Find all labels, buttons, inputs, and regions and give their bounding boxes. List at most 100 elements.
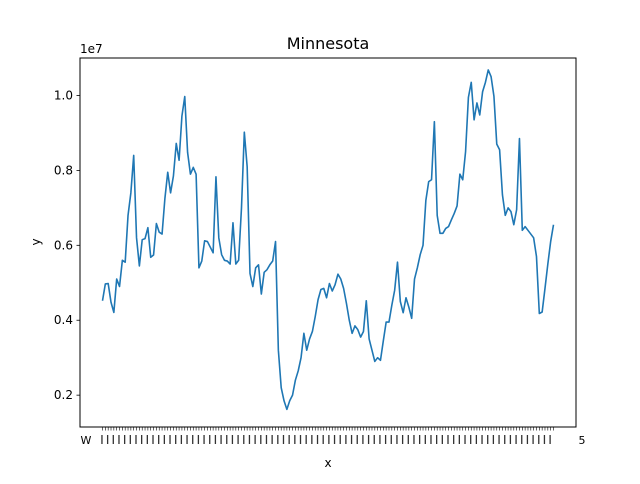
x-tick-label-glyph xyxy=(129,435,131,444)
plot-area xyxy=(101,69,555,411)
x-tick-label-glyph xyxy=(436,435,438,444)
x-tick-label-glyph xyxy=(498,435,500,444)
x-tick-label-glyph xyxy=(294,435,296,444)
x-tick-label-glyph xyxy=(169,435,171,444)
x-tick-label-glyph xyxy=(345,435,347,444)
x-tick-label-glyph xyxy=(158,435,160,444)
series-line xyxy=(101,69,555,411)
y-tick-label: 0.2 xyxy=(54,388,73,402)
x-tick-label-glyph xyxy=(543,435,546,444)
x-tick-label-glyph xyxy=(549,435,551,444)
axes-frame xyxy=(79,57,577,428)
x-tick-label-band xyxy=(101,435,551,444)
x-tick-label-glyph xyxy=(322,435,324,444)
x-tick-label-glyph xyxy=(243,435,245,444)
x-tick-label-glyph xyxy=(282,435,285,444)
x-tick-label-glyph xyxy=(464,435,466,444)
x-tick-label-glyph xyxy=(333,435,336,444)
x-tick-label-glyph xyxy=(231,435,234,444)
y-tick-label: 0.6 xyxy=(54,238,73,252)
x-tick-label-glyph xyxy=(526,435,529,444)
x-tick-label-glyph xyxy=(123,435,126,444)
x-tick-label-glyph xyxy=(407,435,409,444)
x-tick-label-glyph xyxy=(475,435,478,444)
x-tick-label-glyph xyxy=(152,435,154,444)
x-tick-label-glyph xyxy=(305,435,307,444)
x-tick-label-glyph xyxy=(356,435,358,444)
x-tick-label-glyph xyxy=(492,435,495,444)
x-tick-label-glyph xyxy=(362,435,364,444)
x-tick-label-glyph xyxy=(146,435,148,444)
x-tick-label-glyph xyxy=(118,435,120,444)
x-tick-label-glyph xyxy=(106,435,109,444)
y-tick-label: 0.8 xyxy=(54,163,73,177)
x-tick-label-glyph xyxy=(379,435,381,444)
x-tick-label-glyph xyxy=(401,435,404,444)
x-tick-label-glyph xyxy=(504,435,506,444)
x-tick-label-glyph xyxy=(112,435,114,444)
x-tick-label-glyph xyxy=(515,435,517,444)
x-tick-label-glyph xyxy=(299,435,302,444)
x-tick-label-first: W xyxy=(81,434,92,447)
x-tick-label-glyph xyxy=(470,435,472,444)
x-tick-label-glyph xyxy=(339,435,341,444)
x-tick-label-glyph xyxy=(487,435,489,444)
y-tick-label: 1.0 xyxy=(54,88,73,102)
x-tick-label-glyph xyxy=(135,435,137,444)
x-tick-label-glyph xyxy=(521,435,523,444)
x-tick-label-glyph xyxy=(481,435,483,444)
x-tick-label-glyph xyxy=(350,435,353,444)
x-tick-label-glyph xyxy=(441,435,443,444)
x-tick-label-glyph xyxy=(141,435,143,444)
x-tick-label-glyph xyxy=(248,435,251,444)
x-tick-label-glyph xyxy=(384,435,387,444)
x-tick-label-glyph xyxy=(538,435,540,444)
x-tick-label-glyph xyxy=(453,435,455,444)
x-tick-label-glyph xyxy=(175,435,177,444)
y-axis-multiplier: 1e7 xyxy=(80,42,103,56)
x-tick-label-glyph xyxy=(101,435,103,444)
x-tick-label-glyph xyxy=(226,435,228,444)
x-tick-label-glyph xyxy=(203,435,205,444)
y-axis-label: y xyxy=(29,238,43,245)
x-tick-label-glyph xyxy=(197,435,200,444)
x-tick-label-glyph xyxy=(418,435,421,444)
x-tick-label-glyph xyxy=(447,435,449,444)
x-tick-label-glyph xyxy=(367,435,370,444)
x-axis-label: x xyxy=(324,456,331,470)
x-tick-label-glyph xyxy=(254,435,256,444)
x-tick-label-glyph xyxy=(265,435,268,444)
x-tick-label-glyph xyxy=(288,435,290,444)
x-tick-label-glyph xyxy=(186,435,188,444)
y-axis: 0.2 0.4 0.6 0.8 1.0 xyxy=(54,88,80,402)
x-tick-label-last: 5 xyxy=(579,434,586,447)
x-tick-label-glyph xyxy=(237,435,239,444)
chart-title: Minnesota xyxy=(287,34,370,53)
x-tick-label-glyph xyxy=(192,435,194,444)
x-tick-label-glyph xyxy=(424,435,426,444)
x-tick-label-glyph xyxy=(163,435,166,444)
x-tick-label-glyph xyxy=(220,435,222,444)
x-tick-label-glyph xyxy=(373,435,375,444)
y-tick-label: 0.4 xyxy=(54,313,73,327)
x-tick-label-glyph xyxy=(390,435,392,444)
x-tick-label-glyph xyxy=(413,435,415,444)
x-tick-label-glyph xyxy=(430,435,432,444)
x-tick-label-glyph xyxy=(209,435,211,444)
x-tick-label-glyph xyxy=(277,435,279,444)
x-tick-label-glyph xyxy=(214,435,217,444)
x-tick-label-glyph xyxy=(328,435,330,444)
x-tick-label-glyph xyxy=(311,435,313,444)
x-tick-label-glyph xyxy=(180,435,183,444)
x-tick-label-glyph xyxy=(509,435,512,444)
x-tick-label-glyph xyxy=(316,435,319,444)
x-tick-label-glyph xyxy=(532,435,534,444)
x-tick-label-glyph xyxy=(458,435,460,444)
x-tick-label-glyph xyxy=(271,435,273,444)
x-tick-label-glyph xyxy=(260,435,262,444)
x-tick-label-glyph xyxy=(396,435,398,444)
